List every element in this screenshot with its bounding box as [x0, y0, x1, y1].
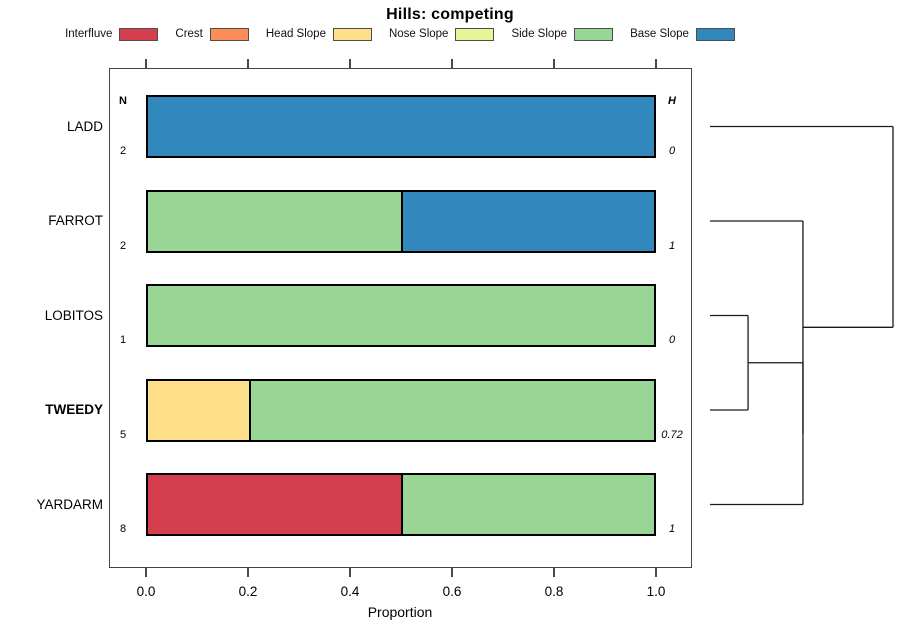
axis-tick-label: 0.6 — [442, 584, 462, 599]
n-column-header: N — [119, 95, 127, 107]
bar-row — [146, 189, 656, 253]
axis-tick — [145, 568, 147, 577]
legend-label: Crest — [175, 28, 203, 40]
n-value: 2 — [119, 239, 127, 252]
bar-row — [146, 378, 656, 442]
bar-row — [146, 95, 656, 158]
legend-item: Crest — [175, 27, 249, 41]
bar-segment-side-slope — [249, 380, 654, 440]
legend-label: Interfluve — [65, 28, 113, 40]
axis-tick — [451, 59, 453, 68]
x-axis-label: Proportion — [367, 604, 433, 620]
legend-swatch — [574, 27, 614, 41]
category-label: LOBITOS — [44, 307, 103, 323]
h-value: 1 — [668, 239, 676, 252]
legend-item: Interfluve — [65, 27, 159, 41]
axis-tick — [247, 59, 249, 68]
category-label: TWEEDY — [45, 402, 103, 417]
legend-swatch — [332, 27, 372, 41]
h-value: 1 — [668, 523, 676, 535]
category-label: YARDARM — [36, 496, 103, 512]
bar-segment-interfluve — [148, 475, 401, 534]
axis-tick — [247, 568, 249, 577]
axis-tick-label: 1.0 — [646, 584, 666, 599]
legend-label: Base Slope — [630, 28, 689, 40]
legend-label: Head Slope — [265, 28, 326, 40]
category-label: LADD — [66, 118, 103, 134]
axis-tick — [655, 59, 657, 68]
axis-tick-label: 0.2 — [238, 584, 258, 599]
h-value: 0.72 — [661, 428, 683, 441]
legend-swatch — [695, 27, 735, 41]
axis-tick — [655, 568, 657, 577]
legend-label: Nose Slope — [388, 28, 449, 40]
chart-title: Hills: competing — [386, 6, 514, 23]
category-label: FARROT — [48, 213, 103, 228]
h-value: 0 — [668, 145, 676, 157]
legend-item: Base Slope — [630, 27, 735, 41]
axis-tick-label: 0.0 — [136, 584, 156, 599]
n-value: 5 — [119, 428, 127, 441]
axis-tick — [553, 59, 555, 68]
axis-tick-label: 0.8 — [544, 584, 564, 599]
bar-segment-side-slope — [148, 191, 401, 251]
n-value: 2 — [119, 145, 127, 157]
bar-segment-head-slope — [148, 380, 250, 440]
bar-segment-base-slope — [401, 191, 654, 251]
axis-tick — [349, 568, 351, 577]
axis-tick — [145, 59, 147, 68]
axis-tick — [349, 59, 351, 68]
legend-swatch — [209, 27, 249, 41]
n-value: 1 — [119, 334, 127, 346]
axis-tick — [451, 568, 453, 577]
bar-segment-side-slope — [148, 286, 654, 345]
n-value: 8 — [119, 523, 127, 535]
legend-swatch — [455, 27, 495, 41]
h-column-header: H — [668, 95, 676, 107]
bar-row — [146, 284, 656, 347]
bar-segment-base-slope — [148, 97, 654, 156]
legend-item: Head Slope — [265, 27, 372, 41]
axis-tick-label: 0.4 — [340, 584, 360, 599]
legend: Interfluve Crest Head Slope Nose Slope Side … — [0, 25, 800, 43]
h-value: 0 — [668, 334, 676, 346]
legend-swatch — [119, 27, 159, 41]
legend-label: Side Slope — [511, 28, 568, 40]
legend-item: Nose Slope — [388, 27, 495, 41]
legend-item: Side Slope — [511, 27, 614, 41]
axis-tick — [553, 568, 555, 577]
bar-row — [146, 473, 656, 536]
bar-segment-side-slope — [401, 475, 654, 534]
